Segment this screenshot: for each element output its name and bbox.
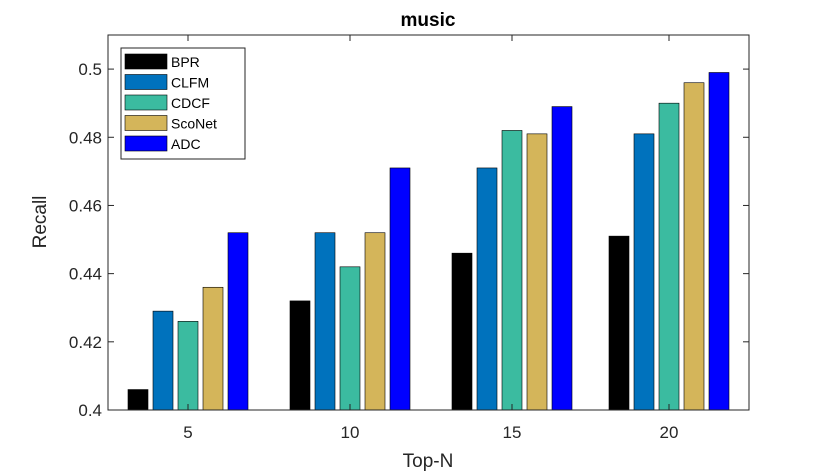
bar-bpr-20: [608, 235, 630, 411]
legend-label-bpr: BPR: [171, 54, 200, 70]
plot-frame: [107, 34, 750, 411]
legend: BPR CLFM CDCF ScoNet ADC: [120, 47, 246, 160]
bar-adc-20: [708, 72, 730, 411]
bar-clfm-15: [476, 167, 498, 411]
y-tick-label: 0.46: [69, 196, 102, 215]
chart-title: music: [401, 10, 456, 31]
y-axis-title: Recall: [30, 196, 51, 249]
y-axis: 0.4 0.42 0.44 0.46 0.48 0.5: [69, 60, 749, 420]
bar-bpr-15: [451, 252, 473, 411]
bar-bpr-10: [289, 300, 311, 411]
legend-label-cdcf: CDCF: [171, 95, 210, 111]
bar-clfm-5: [152, 310, 174, 411]
bar-cdcf-5: [177, 321, 199, 411]
bar-cdcf-15: [501, 130, 523, 411]
legend-swatch-bpr: [124, 53, 168, 70]
bar-adc-5: [227, 232, 249, 411]
legend-swatch-sconet: [124, 115, 168, 131]
x-tick-label: 15: [503, 423, 522, 442]
bar-adc-10: [389, 167, 411, 411]
bar-cdcf-20: [658, 102, 680, 411]
bar-cdcf-10: [339, 266, 361, 411]
x-axis-title: Top-N: [403, 451, 454, 472]
legend-label-sconet: ScoNet: [171, 116, 217, 132]
y-tick-label: 0.4: [78, 401, 102, 420]
legend-swatch-cdcf: [124, 94, 168, 111]
bar-sconet-20: [683, 82, 705, 411]
bar-bpr-5: [127, 389, 149, 411]
y-tick-label: 0.44: [69, 265, 102, 284]
bars-group: [127, 72, 730, 411]
x-tick-label: 5: [183, 423, 192, 442]
bar-sconet-15: [526, 133, 548, 411]
legend-label-clfm: CLFM: [171, 75, 209, 91]
legend-swatch-adc: [124, 135, 168, 152]
legend-swatch-clfm: [124, 74, 168, 90]
bar-sconet-10: [364, 232, 386, 411]
bar-clfm-10: [314, 232, 336, 411]
x-tick-label: 10: [341, 423, 360, 442]
y-tick-label: 0.42: [69, 333, 102, 352]
bar-adc-15: [551, 106, 573, 411]
y-tick-label: 0.5: [78, 60, 102, 79]
bar-clfm-20: [633, 133, 655, 411]
x-axis: 5 10 15 20: [183, 35, 678, 442]
legend-label-adc: ADC: [171, 136, 201, 152]
bar-sconet-5: [202, 286, 224, 411]
y-tick-label: 0.48: [69, 128, 102, 147]
x-tick-label: 20: [660, 423, 679, 442]
